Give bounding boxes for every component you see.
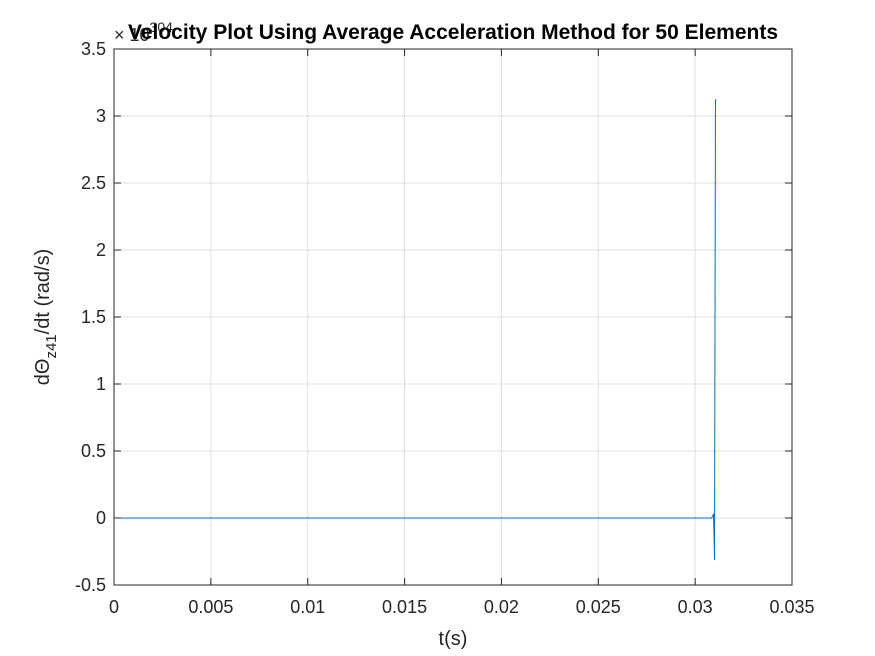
- x-axis-ticks: 0 0.005 0.01 0.015 0.02 0.025 0.03 0.035: [109, 49, 815, 617]
- x-tick-label: 0.02: [484, 597, 519, 617]
- x-tick-label: 0: [109, 597, 119, 617]
- x-tick-label: 0.035: [769, 597, 814, 617]
- y-tick-label: 0.5: [81, 441, 106, 461]
- y-tick-label: -0.5: [75, 575, 106, 595]
- y-tick-label: 0: [96, 508, 106, 528]
- y-tick-label: 2: [96, 240, 106, 260]
- chart-title: Velocity Plot Using Average Acceleration…: [128, 21, 778, 44]
- y-tick-label: 3: [96, 106, 106, 126]
- grid: [113, 48, 793, 586]
- x-tick-label: 0.025: [576, 597, 621, 617]
- y-tick-label: 2.5: [81, 173, 106, 193]
- y-tick-label: 1.5: [81, 307, 106, 327]
- y-axis-ticks: -0.5 0 0.5 1 1.5 2 2.5 3 3.5: [75, 39, 792, 595]
- series-layer: [114, 99, 717, 561]
- y-tick-label: 3.5: [81, 39, 106, 59]
- x-tick-label: 0.03: [678, 597, 713, 617]
- y-tick-label: 1: [96, 374, 106, 394]
- x-tick-label: 0.005: [188, 597, 233, 617]
- series-line: [114, 99, 717, 561]
- y-axis-exponent-label: × 10304: [114, 19, 173, 45]
- x-tick-label: 0.01: [290, 597, 325, 617]
- x-axis-label: t(s): [439, 628, 468, 650]
- y-axis-label: dΘz41/dt (rad/s): [32, 249, 60, 385]
- x-tick-label: 0.015: [382, 597, 427, 617]
